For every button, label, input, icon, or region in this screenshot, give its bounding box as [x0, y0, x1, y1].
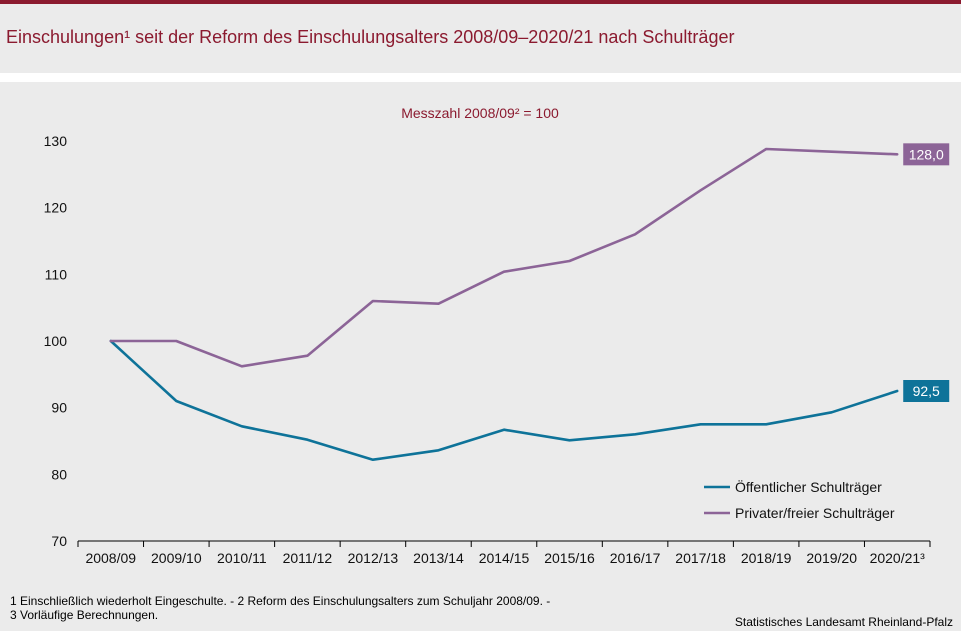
end-label-box-public [903, 380, 950, 402]
y-tick-label: 110 [45, 266, 68, 282]
x-tick-label: 2019/20 [806, 550, 857, 566]
x-tick-label: 2015/16 [544, 550, 595, 566]
end-label-box-private [903, 143, 950, 166]
x-tick-label: 2017/18 [675, 550, 726, 566]
source-note: Statistisches Landesamt Rheinland-Pfalz [734, 615, 953, 629]
x-tick-label: 2012/13 [348, 550, 399, 566]
series-line-public [109, 339, 899, 462]
end-label-private: 128,0 [909, 146, 944, 162]
chart-subtitle: Messzahl 2008/09² = 100 [401, 105, 559, 121]
x-tick-label: 2016/17 [610, 550, 661, 566]
x-tick-label: 2011/12 [283, 550, 333, 566]
top-accent-bar [0, 0, 961, 4]
legend-private-label: Privater/freier Schulträger [735, 505, 895, 521]
chart-title: Einschulungen¹ seit der Reform des Einsc… [6, 27, 735, 47]
line-chart: Messzahl 2008/09² = 100 130 120 110 100 90 80 7… [44, 105, 950, 566]
y-tick-label: 80 [51, 466, 67, 482]
y-tick-label: 90 [51, 400, 67, 416]
y-tick-label: 100 [44, 333, 68, 349]
y-tick-label: 70 [51, 533, 67, 549]
series-line-private [109, 147, 899, 368]
footnote-2: 3 Vorläufige Berechnungen. [10, 608, 159, 622]
x-tick-label: 2020/21³ [870, 550, 926, 566]
end-label-public: 92,5 [913, 383, 940, 399]
y-tick-label: 120 [44, 200, 68, 216]
y-tick-label: 130 [44, 133, 68, 149]
x-tick-label: 2009/10 [151, 550, 202, 566]
x-tick-label: 2018/19 [741, 550, 792, 566]
x-tick-label: 2010/11 [217, 550, 267, 566]
x-tick-label: 2014/15 [479, 550, 530, 566]
chart-panel: Messzahl 2008/09² = 100 130 120 110 100 90 80 7… [0, 82, 961, 631]
title-divider [0, 73, 961, 82]
footnote-1: 1 Einschließlich wiederholt Eingeschulte… [10, 594, 551, 608]
x-tick-label: 2013/14 [413, 550, 464, 566]
legend-public-label: Öffentlicher Schulträger [735, 478, 882, 495]
x-tick-label: 2008/09 [85, 550, 136, 566]
